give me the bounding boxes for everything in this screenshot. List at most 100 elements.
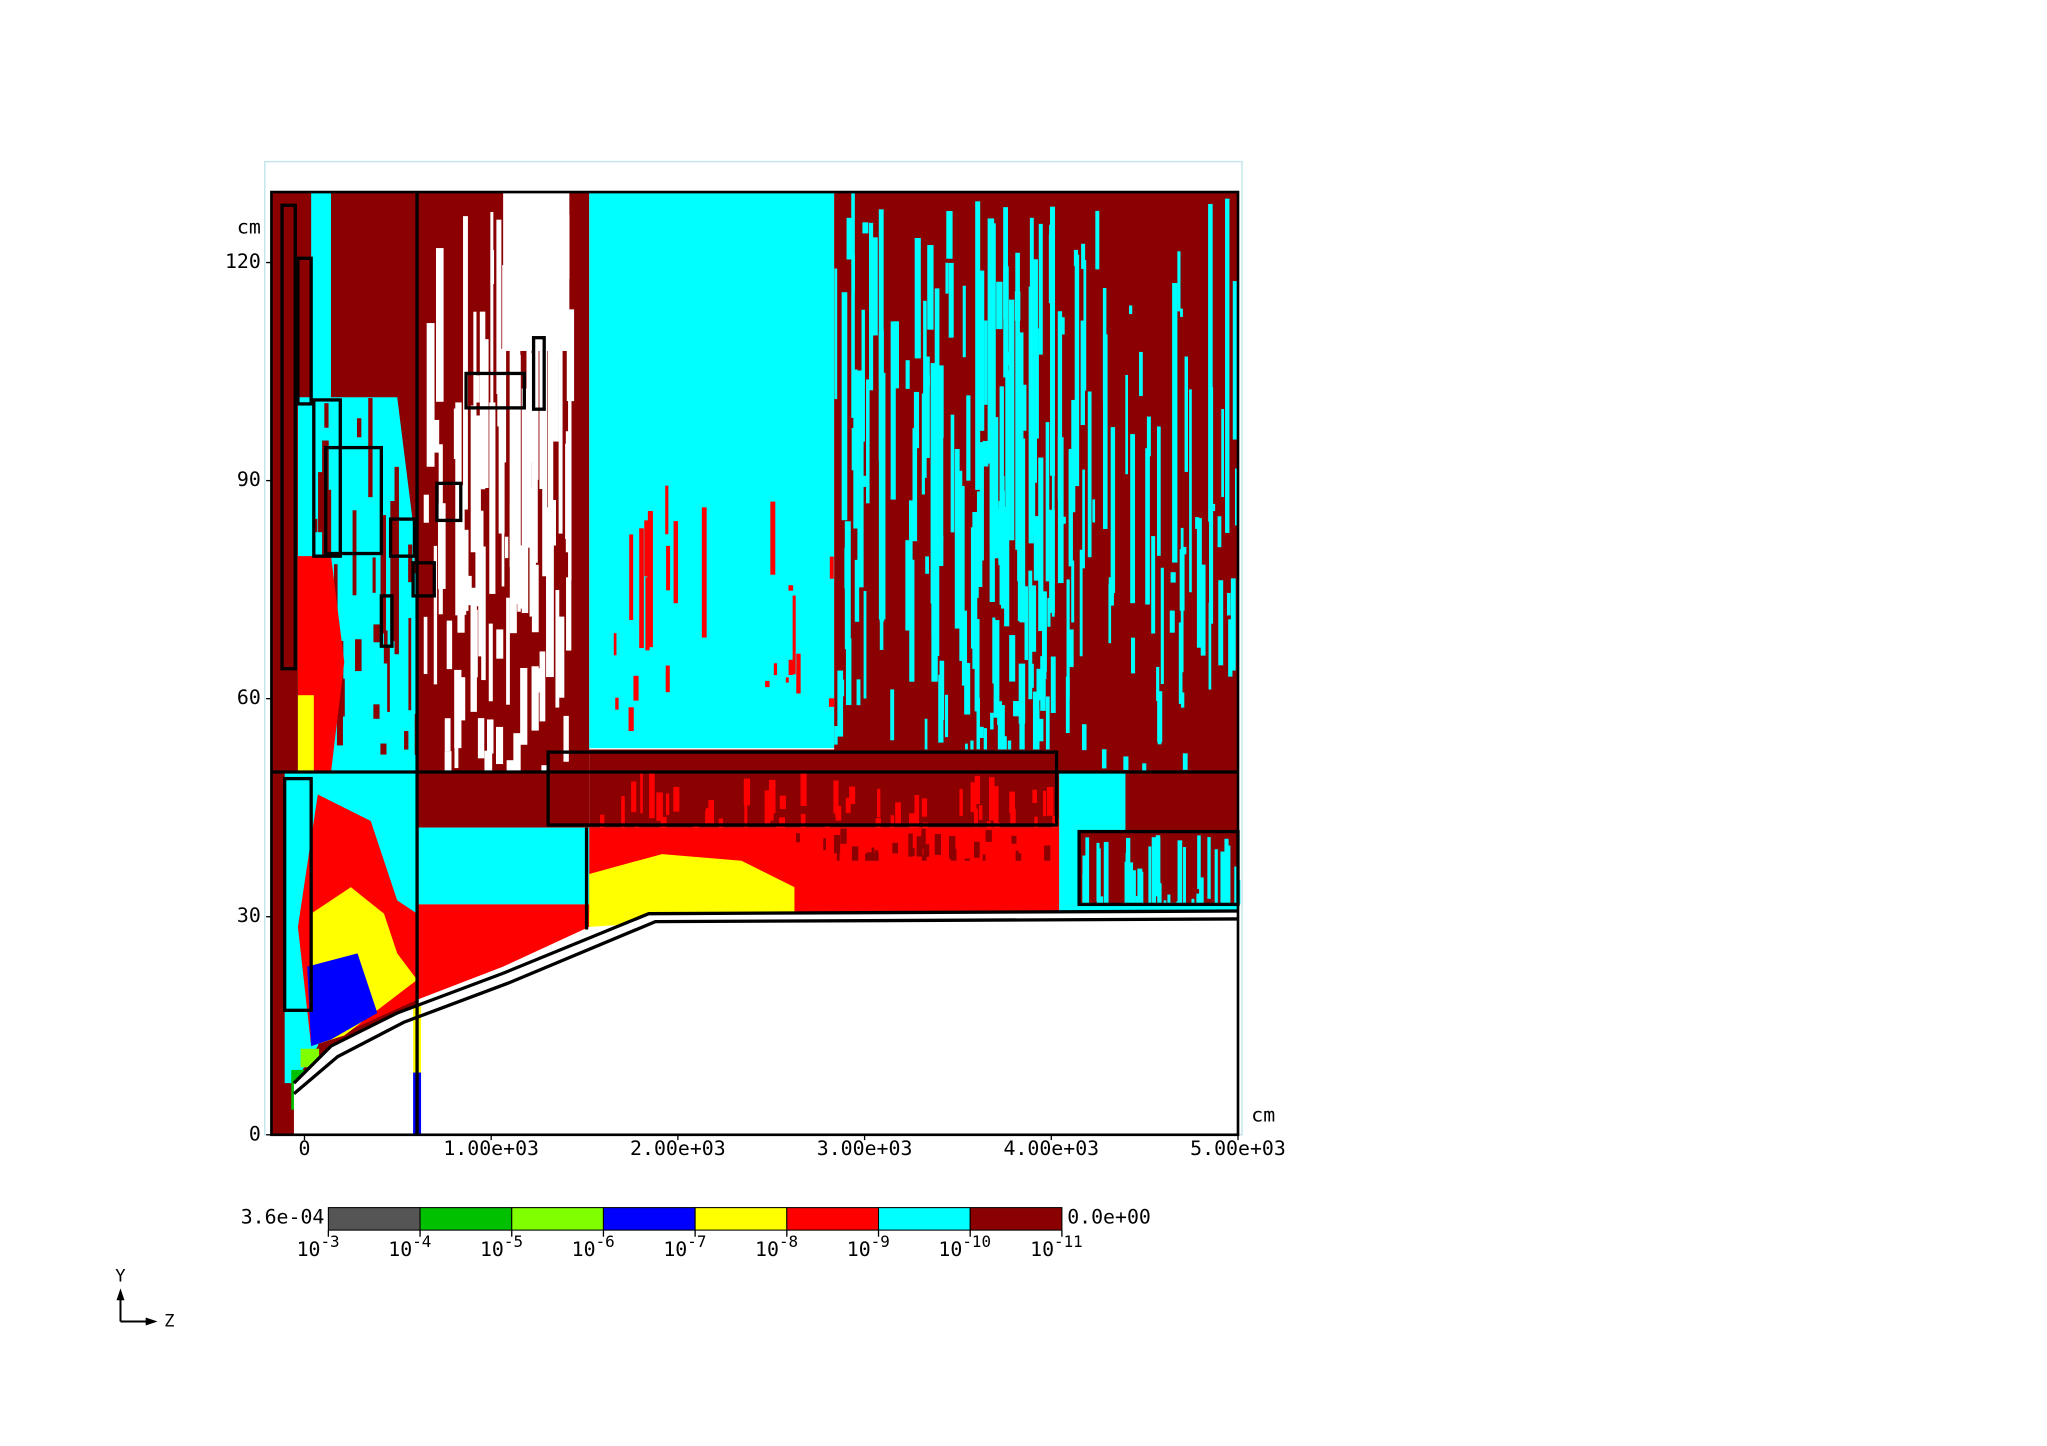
mesh-region: [490, 212, 494, 456]
mesh-region: [1102, 334, 1108, 529]
mesh-region: [1098, 896, 1104, 905]
colorbar-tick-label: 10-10: [938, 1232, 991, 1261]
mesh-region: [996, 281, 1003, 330]
axis-glyph-label: Y: [115, 1266, 126, 1286]
mesh-region: [496, 219, 502, 395]
colorbar-tick-label: 10-9: [847, 1232, 890, 1261]
mesh-region: [551, 273, 559, 442]
mesh-region: [964, 858, 971, 861]
mesh-region: [454, 669, 462, 749]
mesh-region: [1146, 416, 1151, 457]
mesh-region: [1177, 840, 1183, 905]
mesh-region: [765, 680, 770, 688]
mesh-region: [324, 403, 329, 428]
mesh-region: [937, 535, 944, 567]
mesh-region: [974, 808, 978, 827]
mesh-region: [1032, 789, 1037, 803]
mesh-region: [1228, 619, 1233, 677]
mesh-region: [833, 834, 841, 854]
mesh-region: [796, 653, 801, 694]
mesh-region: [800, 772, 807, 806]
mesh-region: [961, 610, 968, 686]
mesh-region: [1022, 384, 1027, 431]
mesh-region: [925, 356, 930, 458]
mesh-region: [408, 544, 413, 583]
mesh-region: [1047, 597, 1051, 627]
mesh-region: [336, 686, 343, 746]
mesh-region: [1051, 360, 1055, 617]
mesh-region: [1073, 249, 1079, 266]
mesh-region: [909, 500, 913, 612]
mesh-region: [937, 415, 944, 542]
mesh-field: [271, 192, 1241, 1135]
mesh-region: [912, 428, 918, 542]
mesh-region: [1071, 399, 1076, 513]
mesh-region: [484, 339, 489, 489]
mesh-region: [496, 629, 504, 659]
colorbar-tick-label: 10-5: [480, 1232, 523, 1261]
mesh-region: [852, 254, 855, 292]
mesh-region: [962, 285, 966, 358]
mesh-region: [470, 587, 477, 712]
mesh-region: [513, 733, 521, 772]
mesh-region: [373, 624, 380, 643]
tick-base: 10: [572, 1237, 596, 1260]
mesh-region: [1003, 207, 1008, 320]
mesh-region: [1179, 549, 1185, 611]
mesh-region: [1128, 862, 1134, 905]
mesh-region: [890, 689, 895, 741]
mesh-region: [764, 790, 771, 825]
mesh-region: [959, 788, 963, 817]
mesh-region: [1040, 656, 1046, 711]
mesh-region: [1074, 254, 1080, 487]
mesh-region: [921, 393, 925, 495]
mesh-region: [989, 777, 995, 821]
mesh-region: [1108, 577, 1114, 606]
mesh-region: [983, 728, 988, 753]
mesh-region: [589, 854, 795, 927]
mesh-region: [879, 583, 885, 622]
mesh-region: [834, 726, 838, 745]
tick-exponent: -9: [871, 1232, 890, 1251]
mesh-region: [914, 237, 921, 359]
mesh-region: [921, 854, 927, 861]
mesh-region: [1145, 448, 1150, 605]
x-tick-label: 4.00e+03: [1003, 1137, 1099, 1160]
mesh-region: [307, 953, 378, 1047]
mesh-region: [498, 348, 505, 534]
mesh-region: [1001, 736, 1007, 760]
mesh-region: [744, 804, 748, 828]
mesh-region: [665, 485, 669, 535]
mesh-region: [844, 521, 851, 650]
mesh-region: [1018, 663, 1026, 724]
mesh-region: [1196, 518, 1202, 648]
mesh-region: [892, 842, 899, 854]
mesh-region: [435, 248, 444, 402]
mesh-region: [1130, 637, 1136, 674]
tick-exponent: -4: [412, 1232, 431, 1251]
mesh-region: [1034, 816, 1038, 828]
mesh-region: [823, 838, 826, 851]
mesh-region: [796, 833, 800, 843]
axis-glyph-label: Z: [164, 1311, 174, 1331]
mesh-region: [1208, 602, 1212, 690]
mesh-region: [835, 805, 842, 821]
mesh-region: [1125, 771, 1238, 832]
mesh-region: [506, 760, 514, 772]
colorbar-swatch: [511, 1207, 604, 1231]
mesh-region: [977, 726, 984, 738]
mesh-region: [1101, 749, 1107, 769]
tick-base: 10: [755, 1237, 779, 1260]
mesh-region: [937, 365, 944, 438]
mesh-region: [1014, 291, 1021, 321]
mesh-region: [878, 209, 884, 379]
mesh-region: [923, 300, 927, 478]
mesh-region: [1232, 281, 1238, 440]
mesh-region: [444, 751, 452, 772]
mesh-region: [520, 667, 528, 745]
colorbar-tick-label: 10-8: [755, 1232, 798, 1261]
mesh-region: [566, 577, 572, 651]
mesh-region: [1028, 570, 1033, 700]
mesh-region: [1017, 462, 1024, 622]
